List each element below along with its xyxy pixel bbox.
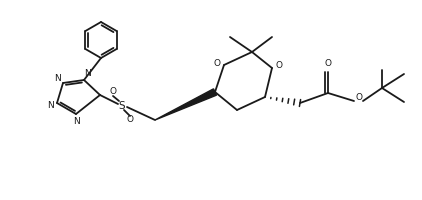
Text: N: N [47,101,54,110]
Text: O: O [109,88,116,97]
Text: O: O [276,62,282,71]
Text: N: N [84,69,91,78]
Text: O: O [214,58,221,68]
Text: O: O [355,94,362,102]
Text: S: S [119,101,125,111]
Polygon shape [155,89,216,120]
Text: O: O [325,60,332,68]
Text: N: N [54,74,61,83]
Text: O: O [127,116,133,124]
Text: N: N [73,116,79,126]
